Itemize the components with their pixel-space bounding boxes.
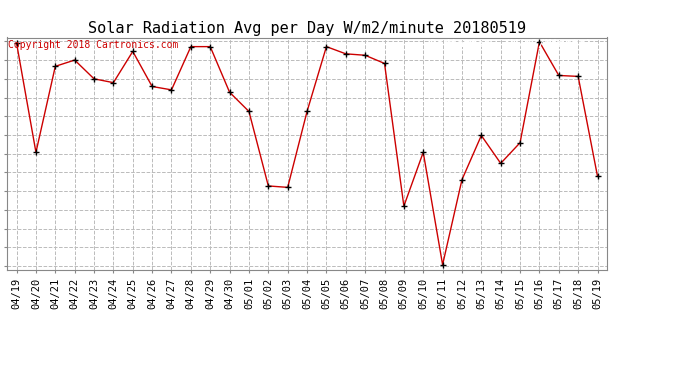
- Text: Copyright 2018 Cartronics.com: Copyright 2018 Cartronics.com: [8, 40, 178, 50]
- Title: Solar Radiation Avg per Day W/m2/minute 20180519: Solar Radiation Avg per Day W/m2/minute …: [88, 21, 526, 36]
